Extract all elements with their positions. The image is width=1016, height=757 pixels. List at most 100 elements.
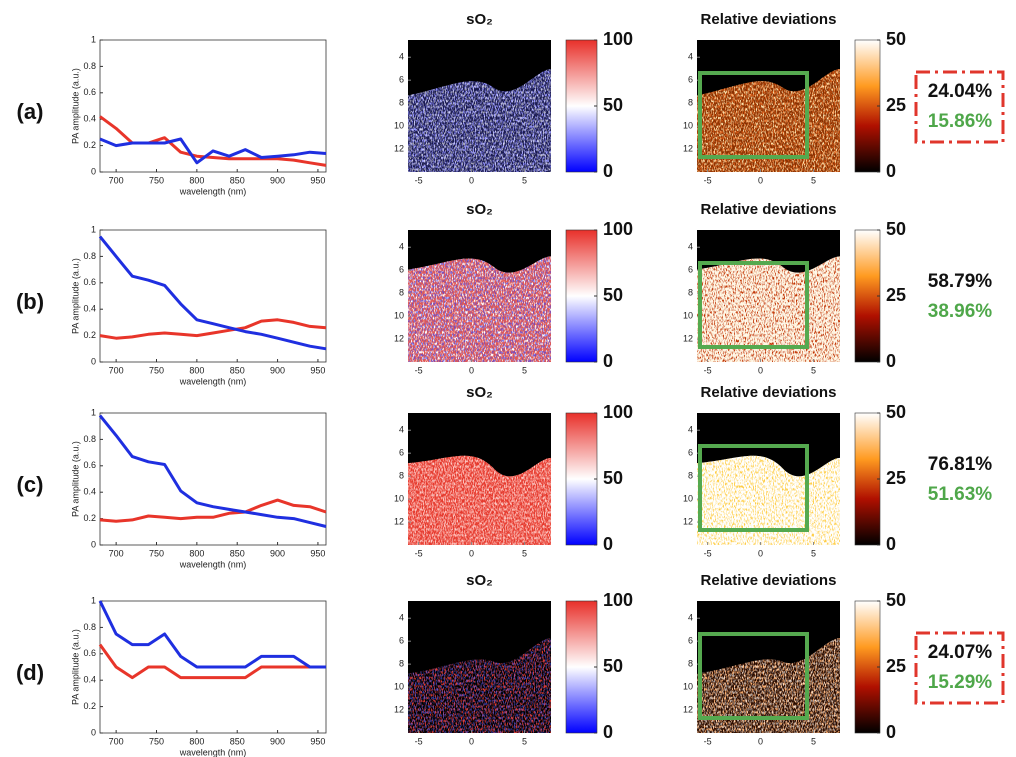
y-tick-label: 1 [91, 407, 96, 417]
y-tick-label: 12 [394, 704, 404, 714]
speckle [697, 256, 840, 362]
x-tick-label: 5 [811, 736, 816, 746]
y-tick-label: 10 [683, 120, 693, 130]
y-tick-label: 8 [688, 659, 693, 669]
roi-box [698, 71, 809, 159]
colorbar [854, 412, 881, 546]
y-tick-label: 4 [688, 425, 693, 435]
x-tick-label: 800 [189, 365, 204, 375]
colorbar-tick-label: 0 [603, 534, 613, 554]
x-tick-label: 700 [109, 548, 124, 558]
map-title: sO₂ [466, 572, 493, 589]
roi-box [698, 444, 809, 532]
x-tick-label: 950 [310, 548, 325, 558]
percentage: 51.63% [928, 484, 993, 505]
x-tick-label: 950 [310, 736, 325, 746]
colorbar-tick-label: 100 [603, 219, 633, 239]
y-tick-label: 1 [91, 224, 96, 234]
line-series [99, 498, 327, 523]
x-tick-label: 0 [469, 365, 474, 375]
y-tick-label: 0.4 [83, 675, 96, 685]
plot-area [99, 412, 327, 546]
x-tick-label: -5 [704, 175, 712, 185]
x-tick-label: 800 [189, 548, 204, 558]
roi-box [698, 261, 809, 349]
x-tick-label: 0 [758, 736, 763, 746]
x-tick-label: 900 [270, 736, 285, 746]
y-tick-label: 0.8 [83, 622, 96, 632]
y-tick-label: 6 [688, 265, 693, 275]
colorbar [565, 600, 598, 734]
x-tick-label: -5 [415, 736, 423, 746]
line-series [98, 235, 327, 351]
colorbar-tick-label: 100 [603, 590, 633, 610]
speckle [408, 69, 551, 172]
x-tick-label: 0 [758, 365, 763, 375]
y-tick-label: 4 [399, 613, 404, 623]
y-tick-label: 0.6 [83, 87, 96, 97]
y-tick-label: 8 [688, 288, 693, 298]
y-tick-label: 10 [394, 120, 404, 130]
x-tick-label: 700 [109, 175, 124, 185]
colorbar-tick-label: 50 [886, 29, 906, 49]
x-tick-label: 750 [149, 548, 164, 558]
x-axis-label: wavelength (nm) [179, 559, 247, 569]
y-tick-label: 0.2 [83, 330, 96, 340]
x-tick-label: 850 [230, 736, 245, 746]
line-series [99, 318, 327, 340]
x-tick-label: 900 [270, 175, 285, 185]
line-series [98, 643, 326, 680]
y-tick-label: 12 [394, 516, 404, 526]
x-tick-label: 750 [149, 736, 164, 746]
speckle [408, 637, 551, 733]
colorbar [854, 600, 881, 734]
speckle [697, 637, 840, 733]
y-tick-label: 0.2 [83, 513, 96, 523]
colorbar-tick-label: 0 [886, 161, 896, 181]
colorbar-tick-label: 0 [886, 722, 896, 742]
map-title: sO₂ [466, 11, 493, 28]
y-tick-label: 0.8 [83, 434, 96, 444]
colorbar-tick-label: 0 [603, 161, 613, 181]
x-tick-label: 950 [310, 175, 325, 185]
colorbar [565, 39, 598, 173]
x-tick-label: 5 [811, 548, 816, 558]
percentage: 15.86% [928, 111, 993, 132]
x-tick-label: 700 [109, 365, 124, 375]
colorbar-tick-label: 0 [886, 534, 896, 554]
y-tick-label: 1 [91, 34, 96, 44]
x-tick-label: 0 [758, 548, 763, 558]
y-axis-label: PA amplitude (a.u.) [70, 68, 80, 144]
y-tick-label: 8 [399, 659, 404, 669]
y-tick-label: 6 [399, 448, 404, 458]
x-tick-label: -5 [415, 175, 423, 185]
y-tick-label: 12 [683, 143, 693, 153]
speckle [408, 455, 551, 545]
colorbar-tick-label: 50 [886, 219, 906, 239]
x-tick-label: 5 [522, 365, 527, 375]
colorbar-tick-label: 100 [603, 402, 633, 422]
x-tick-label: 0 [469, 175, 474, 185]
x-tick-label: 850 [230, 365, 245, 375]
y-tick-label: 8 [399, 98, 404, 108]
y-tick-label: 12 [683, 704, 693, 714]
colorbar-tick-label: 50 [886, 590, 906, 610]
colorbar-tick-label: 100 [603, 29, 633, 49]
colorbar-tick-label: 50 [603, 656, 623, 676]
x-tick-label: 850 [230, 175, 245, 185]
x-tick-label: -5 [704, 365, 712, 375]
y-tick-label: 10 [394, 681, 404, 691]
x-tick-label: 5 [522, 548, 527, 558]
y-tick-label: 12 [683, 333, 693, 343]
y-tick-label: 6 [399, 636, 404, 646]
colorbar-tick-label: 0 [603, 351, 613, 371]
x-tick-label: 5 [522, 175, 527, 185]
y-tick-label: 0.2 [83, 701, 96, 711]
y-tick-label: 0.8 [83, 251, 96, 261]
y-tick-label: 6 [688, 636, 693, 646]
x-tick-label: 900 [270, 365, 285, 375]
percentage: 58.79% [928, 271, 993, 292]
y-tick-label: 4 [399, 425, 404, 435]
x-tick-label: 5 [811, 175, 816, 185]
map-title: Relative deviations [701, 572, 837, 589]
